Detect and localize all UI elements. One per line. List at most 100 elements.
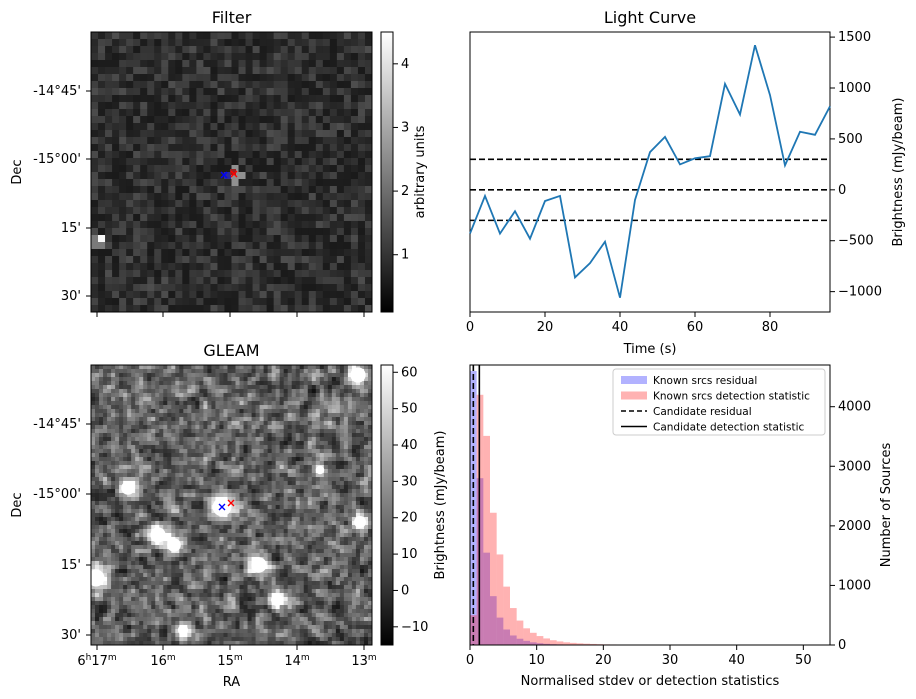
- gleam-pixel: [231, 429, 236, 434]
- gleam-pixel: [295, 385, 301, 390]
- gleam-pixel: [143, 521, 148, 526]
- filter-pixel: [336, 39, 345, 47]
- gleam-pixel: [255, 405, 260, 410]
- gleam-pixel: [195, 385, 200, 390]
- filter-pixel: [343, 270, 352, 278]
- filter-pixel: [322, 298, 331, 306]
- gleam-pixel: [235, 377, 240, 382]
- gleam-pixel: [351, 489, 357, 494]
- gleam-pixel: [291, 369, 297, 374]
- gleam-pixel: [143, 469, 148, 474]
- gleam-pixel: [359, 509, 365, 514]
- gleam-pixel: [199, 549, 204, 554]
- gleam-pixel: [239, 477, 244, 482]
- gleam-pixel: [131, 497, 136, 502]
- filter-pixel: [168, 53, 176, 61]
- gleam-pixel: [315, 477, 321, 482]
- gleam-pixel: [283, 541, 289, 546]
- gleam-pixel: [323, 373, 329, 378]
- filter-pixel: [350, 193, 359, 201]
- filter-pixel: [175, 53, 183, 61]
- gleam-pixel: [199, 417, 204, 422]
- gleam-pixel: [239, 529, 244, 534]
- gleam-pixel: [115, 485, 120, 490]
- gleam-pixel: [147, 405, 152, 410]
- gleam-pixel: [327, 405, 333, 410]
- filter-pixel: [189, 130, 197, 138]
- gleam-pixel: [167, 457, 172, 462]
- gleam-pixel: [235, 437, 240, 442]
- gleam-pixel: [255, 493, 260, 498]
- gleam-pixel: [311, 545, 317, 550]
- gleam-pixel: [295, 365, 301, 370]
- gleam-pixel: [335, 417, 341, 422]
- gleam-pixel: [283, 425, 289, 430]
- gleam-pixel: [247, 433, 252, 438]
- filter-pixel: [203, 60, 211, 68]
- filter-pixel: [140, 277, 148, 285]
- gleam-pixel: [295, 481, 301, 486]
- gleam-pixel: [259, 377, 265, 382]
- filter-pixel: [112, 95, 120, 103]
- filter-colorbar-tick-label: 4: [401, 57, 409, 72]
- gleam-pixel: [199, 445, 204, 450]
- gleam-pixel: [211, 549, 216, 554]
- gleam-pixel: [143, 437, 148, 442]
- gleam-pixel: [295, 521, 301, 526]
- gleam-pixel: [119, 433, 124, 438]
- filter-pixel: [105, 151, 113, 159]
- gleam-pixel: [103, 541, 108, 546]
- filter-pixel: [231, 74, 239, 82]
- gleam-pixel: [323, 473, 329, 478]
- gleam-pixel: [115, 481, 120, 486]
- gleam-pixel: [335, 413, 341, 418]
- gleam-pixel: [95, 501, 100, 506]
- gleam-pixel: [91, 429, 96, 434]
- gleam-pixel: [167, 453, 172, 458]
- filter-pixel: [259, 193, 268, 201]
- gleam-pixel: [111, 533, 116, 538]
- filter-pixel: [315, 186, 324, 194]
- filter-pixel: [287, 200, 296, 208]
- filter-pixel: [140, 151, 148, 159]
- lightcurve-ylabel: Brightness (mJy/beam): [891, 98, 906, 247]
- gleam-pixel: [99, 385, 104, 390]
- gleam-pixel: [279, 525, 285, 530]
- gleam-pixel: [323, 513, 329, 518]
- gleam-pixel: [143, 373, 148, 378]
- filter-pixel: [98, 305, 106, 313]
- gleam-pixel: [255, 393, 260, 398]
- gleam-pixel: [183, 449, 188, 454]
- gleam-pixel: [91, 513, 96, 518]
- gleam-pixel: [251, 525, 256, 530]
- filter-pixel: [252, 256, 261, 264]
- gleam-pixel: [163, 401, 168, 406]
- filter-pixel: [217, 305, 225, 313]
- gleam-pixel: [95, 429, 100, 434]
- gleam-pixel: [147, 529, 152, 534]
- gleam-pixel: [319, 381, 325, 386]
- gleam-pixel: [323, 521, 329, 526]
- gleam-pixel: [307, 421, 313, 426]
- filter-pixel: [336, 53, 345, 61]
- gleam-pixel: [231, 465, 236, 470]
- gleam-pixel: [291, 385, 297, 390]
- gleam-pixel: [291, 537, 297, 542]
- gleam-pixel: [219, 413, 224, 418]
- filter-pixel: [217, 32, 225, 40]
- gleam-pixel: [207, 473, 212, 478]
- gleam-pixel: [115, 389, 120, 394]
- gleam-pixel: [243, 393, 248, 398]
- gleam-pixel: [155, 489, 160, 494]
- gleam-pixel: [295, 457, 301, 462]
- filter-pixel: [154, 291, 162, 299]
- gleam-pixel: [123, 549, 128, 554]
- gleam-pixel: [291, 381, 297, 386]
- gleam-pixel: [347, 461, 353, 466]
- filter-pixel: [168, 249, 176, 257]
- gleam-pixel: [159, 517, 164, 522]
- gleam-pixel: [119, 413, 124, 418]
- filter-pixel: [252, 263, 261, 271]
- filter-pixel: [133, 263, 141, 271]
- filter-pixel: [98, 172, 106, 180]
